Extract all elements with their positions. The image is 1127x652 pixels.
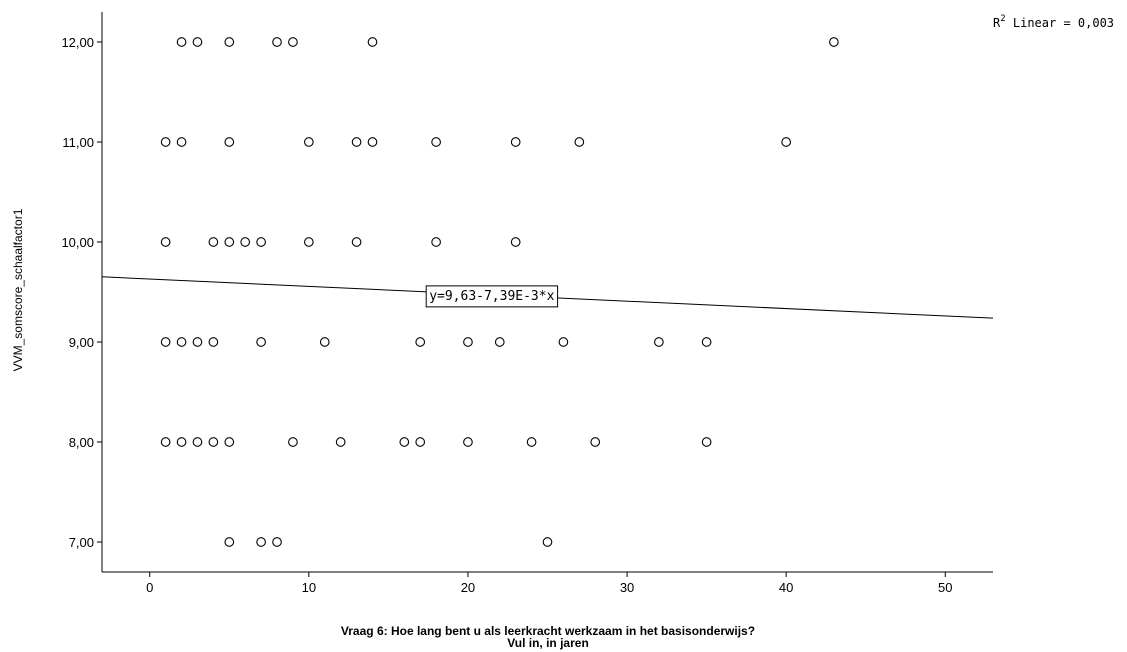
x-axis-ticks: 0 10 20 30 40 50 <box>146 572 953 595</box>
x-axis-title-line2: Vul in, in jaren <box>507 636 589 650</box>
x-tick-label: 40 <box>779 580 793 595</box>
data-point <box>303 137 314 147</box>
data-point <box>431 137 441 147</box>
y-tick-label: 10,00 <box>61 235 94 250</box>
data-point <box>303 237 314 247</box>
y-tick-label: 9,00 <box>69 335 94 350</box>
data-point <box>160 237 171 247</box>
data-point <box>224 137 235 147</box>
fit-equation-label: y=9,63-7,39E-3*x <box>429 289 554 304</box>
data-point <box>574 137 585 147</box>
data-point <box>176 137 187 147</box>
data-point <box>701 437 712 447</box>
x-tick-label: 20 <box>461 580 475 595</box>
data-point <box>176 37 187 47</box>
data-point <box>367 37 378 47</box>
data-point <box>654 337 664 347</box>
data-point <box>319 337 330 347</box>
data-point <box>256 337 266 347</box>
data-point <box>399 437 410 447</box>
x-tick-label: 30 <box>620 580 634 595</box>
data-point <box>160 137 171 147</box>
data-point <box>224 537 235 547</box>
fit-equation-box: y=9,63-7,39E-3*x <box>425 285 559 308</box>
data-point <box>542 537 553 547</box>
data-points <box>160 37 839 547</box>
data-point <box>463 437 473 447</box>
r2-label: R2 Linear = 0,003 <box>993 14 1114 30</box>
y-axis-title: VVM_somscore_schaalfactor1 <box>11 208 25 371</box>
data-point <box>224 437 235 447</box>
data-point <box>558 337 569 347</box>
data-point <box>590 437 601 447</box>
data-point <box>208 237 219 247</box>
data-point <box>781 137 792 147</box>
data-point <box>192 37 203 47</box>
data-point <box>272 37 282 47</box>
data-point <box>224 237 235 247</box>
data-point <box>415 437 426 447</box>
x-tick-label: 50 <box>938 580 952 595</box>
y-tick-label: 11,00 <box>62 135 94 150</box>
data-point <box>415 337 426 347</box>
data-point <box>367 137 378 147</box>
data-point <box>240 237 251 247</box>
data-point <box>829 37 839 47</box>
data-point <box>701 337 712 347</box>
plot-area: 0 10 20 30 40 50 7,008,009,0010,0011,0012,00 … <box>61 12 994 595</box>
data-point <box>192 437 203 447</box>
data-point <box>351 137 362 147</box>
data-point <box>526 437 537 447</box>
data-point <box>176 437 187 447</box>
data-point <box>351 237 362 247</box>
data-point <box>256 237 266 247</box>
data-point <box>463 337 473 347</box>
data-point <box>288 37 298 47</box>
data-point <box>272 537 282 547</box>
data-point <box>208 337 219 347</box>
data-point <box>431 237 441 247</box>
r2-label-sup: 2 <box>1000 14 1005 24</box>
y-axis-ticks: 7,00 8,00 9,00 10,00 11,00 12,00 <box>61 35 102 550</box>
x-axis-title-line1: Vraag 6: Hoe lang bent u als leerkracht … <box>341 624 755 638</box>
data-point <box>335 437 346 447</box>
x-tick-label: 0 <box>146 580 153 595</box>
data-point <box>510 237 521 247</box>
data-point <box>160 337 171 347</box>
y-tick-label: 8,00 <box>69 435 94 450</box>
data-point <box>176 337 187 347</box>
x-tick-label: 10 <box>302 580 316 595</box>
data-point <box>208 437 219 447</box>
r2-label-prefix: R <box>993 16 1001 30</box>
y-tick-label: 7,00 <box>69 535 94 550</box>
data-point <box>160 437 171 447</box>
data-point <box>510 137 521 147</box>
data-point <box>192 337 203 347</box>
data-point <box>256 537 266 547</box>
r2-label-suffix: Linear = 0,003 <box>1006 16 1114 30</box>
fit-equation-frame <box>425 285 559 308</box>
data-point <box>288 437 298 447</box>
y-tick-label: 12,00 <box>61 35 94 50</box>
data-point <box>224 37 235 47</box>
data-point <box>494 337 505 347</box>
